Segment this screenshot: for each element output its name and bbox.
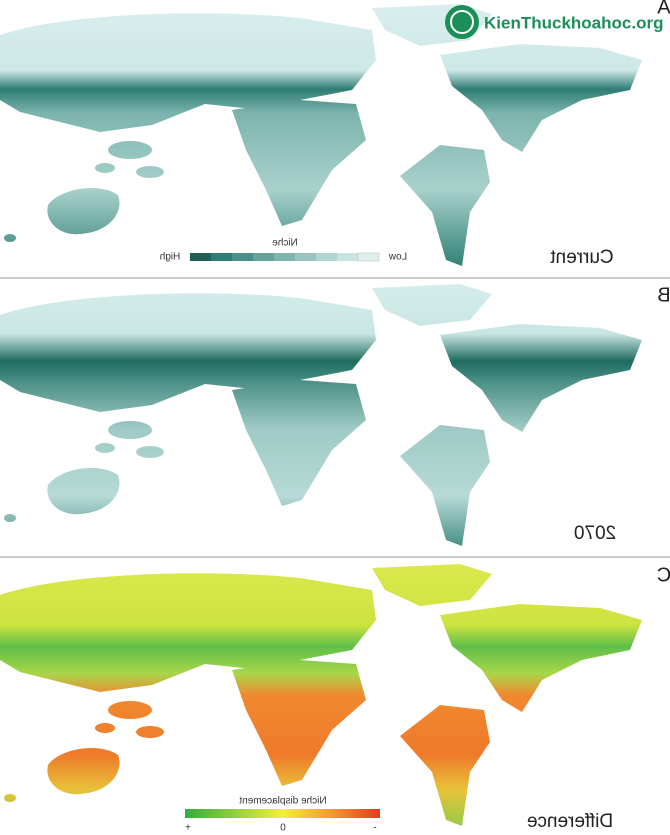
displacement-legend: Niche displacement + 0 - [185,796,380,834]
panel-letter: C [657,564,670,586]
legend-title: Niche [272,238,298,249]
legend-tick: - [373,823,376,834]
map [0,284,642,546]
legend-tick: + [185,823,191,834]
panel-a: Niche High Low Current A [0,0,670,268]
map [0,564,642,826]
watermark-text: KienThuckhoahoc.org [484,13,663,32]
panel-c: Niche displacement + 0 - Difference C [0,564,670,834]
panel-label: Current [550,247,614,268]
map [0,4,642,266]
watermark: KienThuckhoahoc.org [445,5,663,39]
legend-high: High [160,252,181,263]
panel-label: Difference [527,811,613,832]
niche-legend: Niche High Low [160,238,407,263]
panel-b: 2070 B [0,284,670,546]
legend-title: Niche displacement [239,796,326,807]
legend-low: Low [388,252,407,263]
panel-letter: B [657,284,670,306]
legend-tick: 0 [280,823,286,834]
panel-label: 2070 [574,523,616,544]
panel-letter: A [657,0,670,18]
